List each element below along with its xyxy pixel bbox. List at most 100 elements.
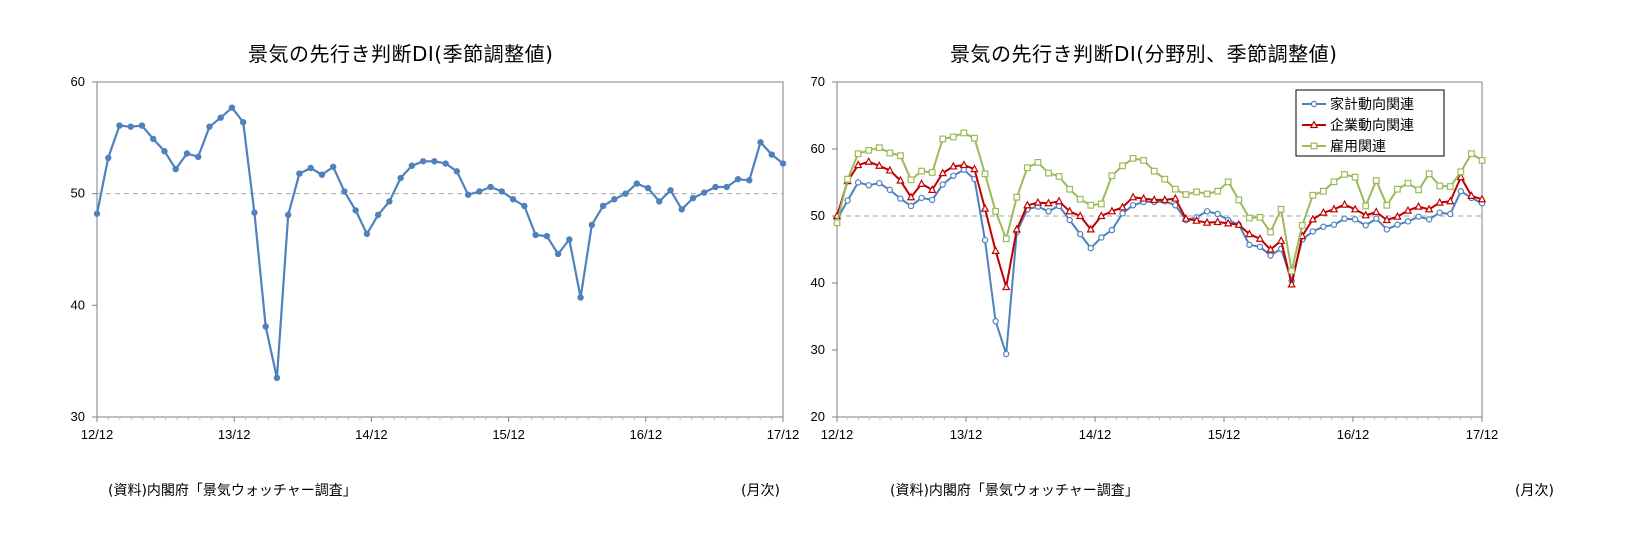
data-point — [228, 104, 236, 111]
data-point — [1045, 208, 1052, 215]
x-tick-label: 14/12 — [355, 427, 388, 442]
data-point — [464, 191, 472, 198]
data-point — [521, 202, 528, 210]
data-point — [1160, 195, 1169, 204]
legend-swatch-marker — [1309, 120, 1319, 129]
data-point — [1171, 185, 1179, 193]
data-point — [970, 164, 979, 173]
data-point — [854, 179, 862, 186]
data-point — [386, 198, 393, 205]
y-tick-label: 40 — [811, 275, 825, 290]
data-point — [712, 183, 719, 191]
data-point — [1467, 191, 1476, 199]
data-point — [1394, 185, 1401, 193]
data-point — [1033, 197, 1043, 206]
data-point — [938, 168, 947, 177]
data-point — [1457, 188, 1465, 195]
data-point — [566, 236, 573, 243]
data-point — [1119, 162, 1126, 170]
right-chart-panel: 景気の先行き判断DI(分野別、季節調整値) 20 30 40 50 60 70 12/12 1… — [811, 0, 1643, 537]
data-point — [431, 158, 438, 165]
data-point — [1308, 214, 1318, 223]
data-point — [928, 196, 936, 204]
data-point — [1214, 210, 1221, 218]
data-point — [928, 169, 936, 176]
unit-note: (月次) — [741, 483, 780, 499]
data-point — [1447, 210, 1454, 218]
data-point — [1436, 182, 1444, 190]
data-point — [1330, 221, 1338, 228]
data-point — [1309, 228, 1317, 235]
data-point — [588, 221, 596, 229]
data-point — [217, 114, 224, 121]
data-point — [442, 160, 449, 167]
data-point — [1320, 223, 1327, 230]
legend-swatch-marker — [1310, 142, 1318, 150]
data-point — [1045, 169, 1052, 177]
data-point — [1087, 201, 1095, 209]
data-point — [768, 151, 775, 158]
data-point — [329, 163, 337, 171]
source-note: (資料)内閣府「景気ウォッチャー調査」 — [890, 483, 1139, 499]
data-point — [885, 165, 895, 174]
data-point — [1012, 224, 1021, 233]
data-point — [1076, 195, 1084, 203]
data-point — [833, 219, 841, 227]
data-point — [701, 189, 708, 196]
data-point — [1372, 177, 1380, 184]
data-point — [1340, 199, 1349, 208]
data-point — [1351, 216, 1359, 223]
data-point — [1065, 206, 1074, 215]
y-tick-label: 60 — [811, 141, 825, 156]
data-point — [419, 158, 427, 165]
data-point — [1477, 194, 1487, 203]
y-tick-label: 60 — [71, 74, 85, 89]
data-point — [1394, 221, 1401, 228]
data-point — [1213, 217, 1222, 226]
data-point — [1182, 191, 1190, 198]
data-point — [865, 181, 872, 189]
data-point — [757, 139, 764, 146]
data-point — [980, 203, 990, 212]
data-point — [1181, 213, 1191, 222]
right-chart-plot: 20 30 40 50 60 70 12/12 13/12 14/12 15/12 16/12 17/… — [811, 74, 1499, 442]
data-point — [1013, 193, 1021, 201]
data-point — [1108, 172, 1116, 180]
data-point — [1119, 210, 1126, 217]
data-point — [1023, 164, 1031, 172]
data-point — [875, 160, 884, 169]
data-point — [1256, 213, 1264, 221]
data-point — [644, 184, 652, 192]
data-point — [689, 194, 697, 202]
data-point — [1055, 173, 1063, 180]
data-point — [1362, 202, 1370, 210]
data-point — [476, 188, 483, 195]
data-point — [1023, 200, 1032, 209]
data-point — [1235, 196, 1243, 204]
unit-note: (月次) — [1515, 483, 1554, 499]
data-point — [886, 149, 894, 157]
y-tick-label: 70 — [811, 74, 825, 89]
data-point — [875, 144, 883, 152]
data-point — [1446, 183, 1454, 190]
data-point — [1373, 215, 1380, 222]
data-point — [886, 186, 894, 194]
data-point — [599, 202, 607, 210]
data-point — [341, 188, 348, 195]
data-point — [844, 175, 851, 183]
data-point — [1415, 213, 1422, 220]
source-note: (資料)内閣府「景気ウォッチャー調査」 — [108, 483, 357, 499]
data-point — [950, 172, 957, 179]
data-point — [949, 133, 957, 141]
data-point — [1404, 179, 1412, 187]
data-point — [1054, 196, 1064, 205]
plot-area-frame — [96, 81, 784, 418]
y-tick-label: 20 — [811, 409, 825, 424]
data-point — [1098, 234, 1105, 241]
data-point — [1309, 191, 1317, 199]
data-point — [897, 195, 904, 202]
data-point — [939, 181, 946, 188]
data-point — [1478, 156, 1486, 164]
data-point — [633, 180, 641, 187]
x-tick-label: 15/12 — [1208, 427, 1241, 442]
